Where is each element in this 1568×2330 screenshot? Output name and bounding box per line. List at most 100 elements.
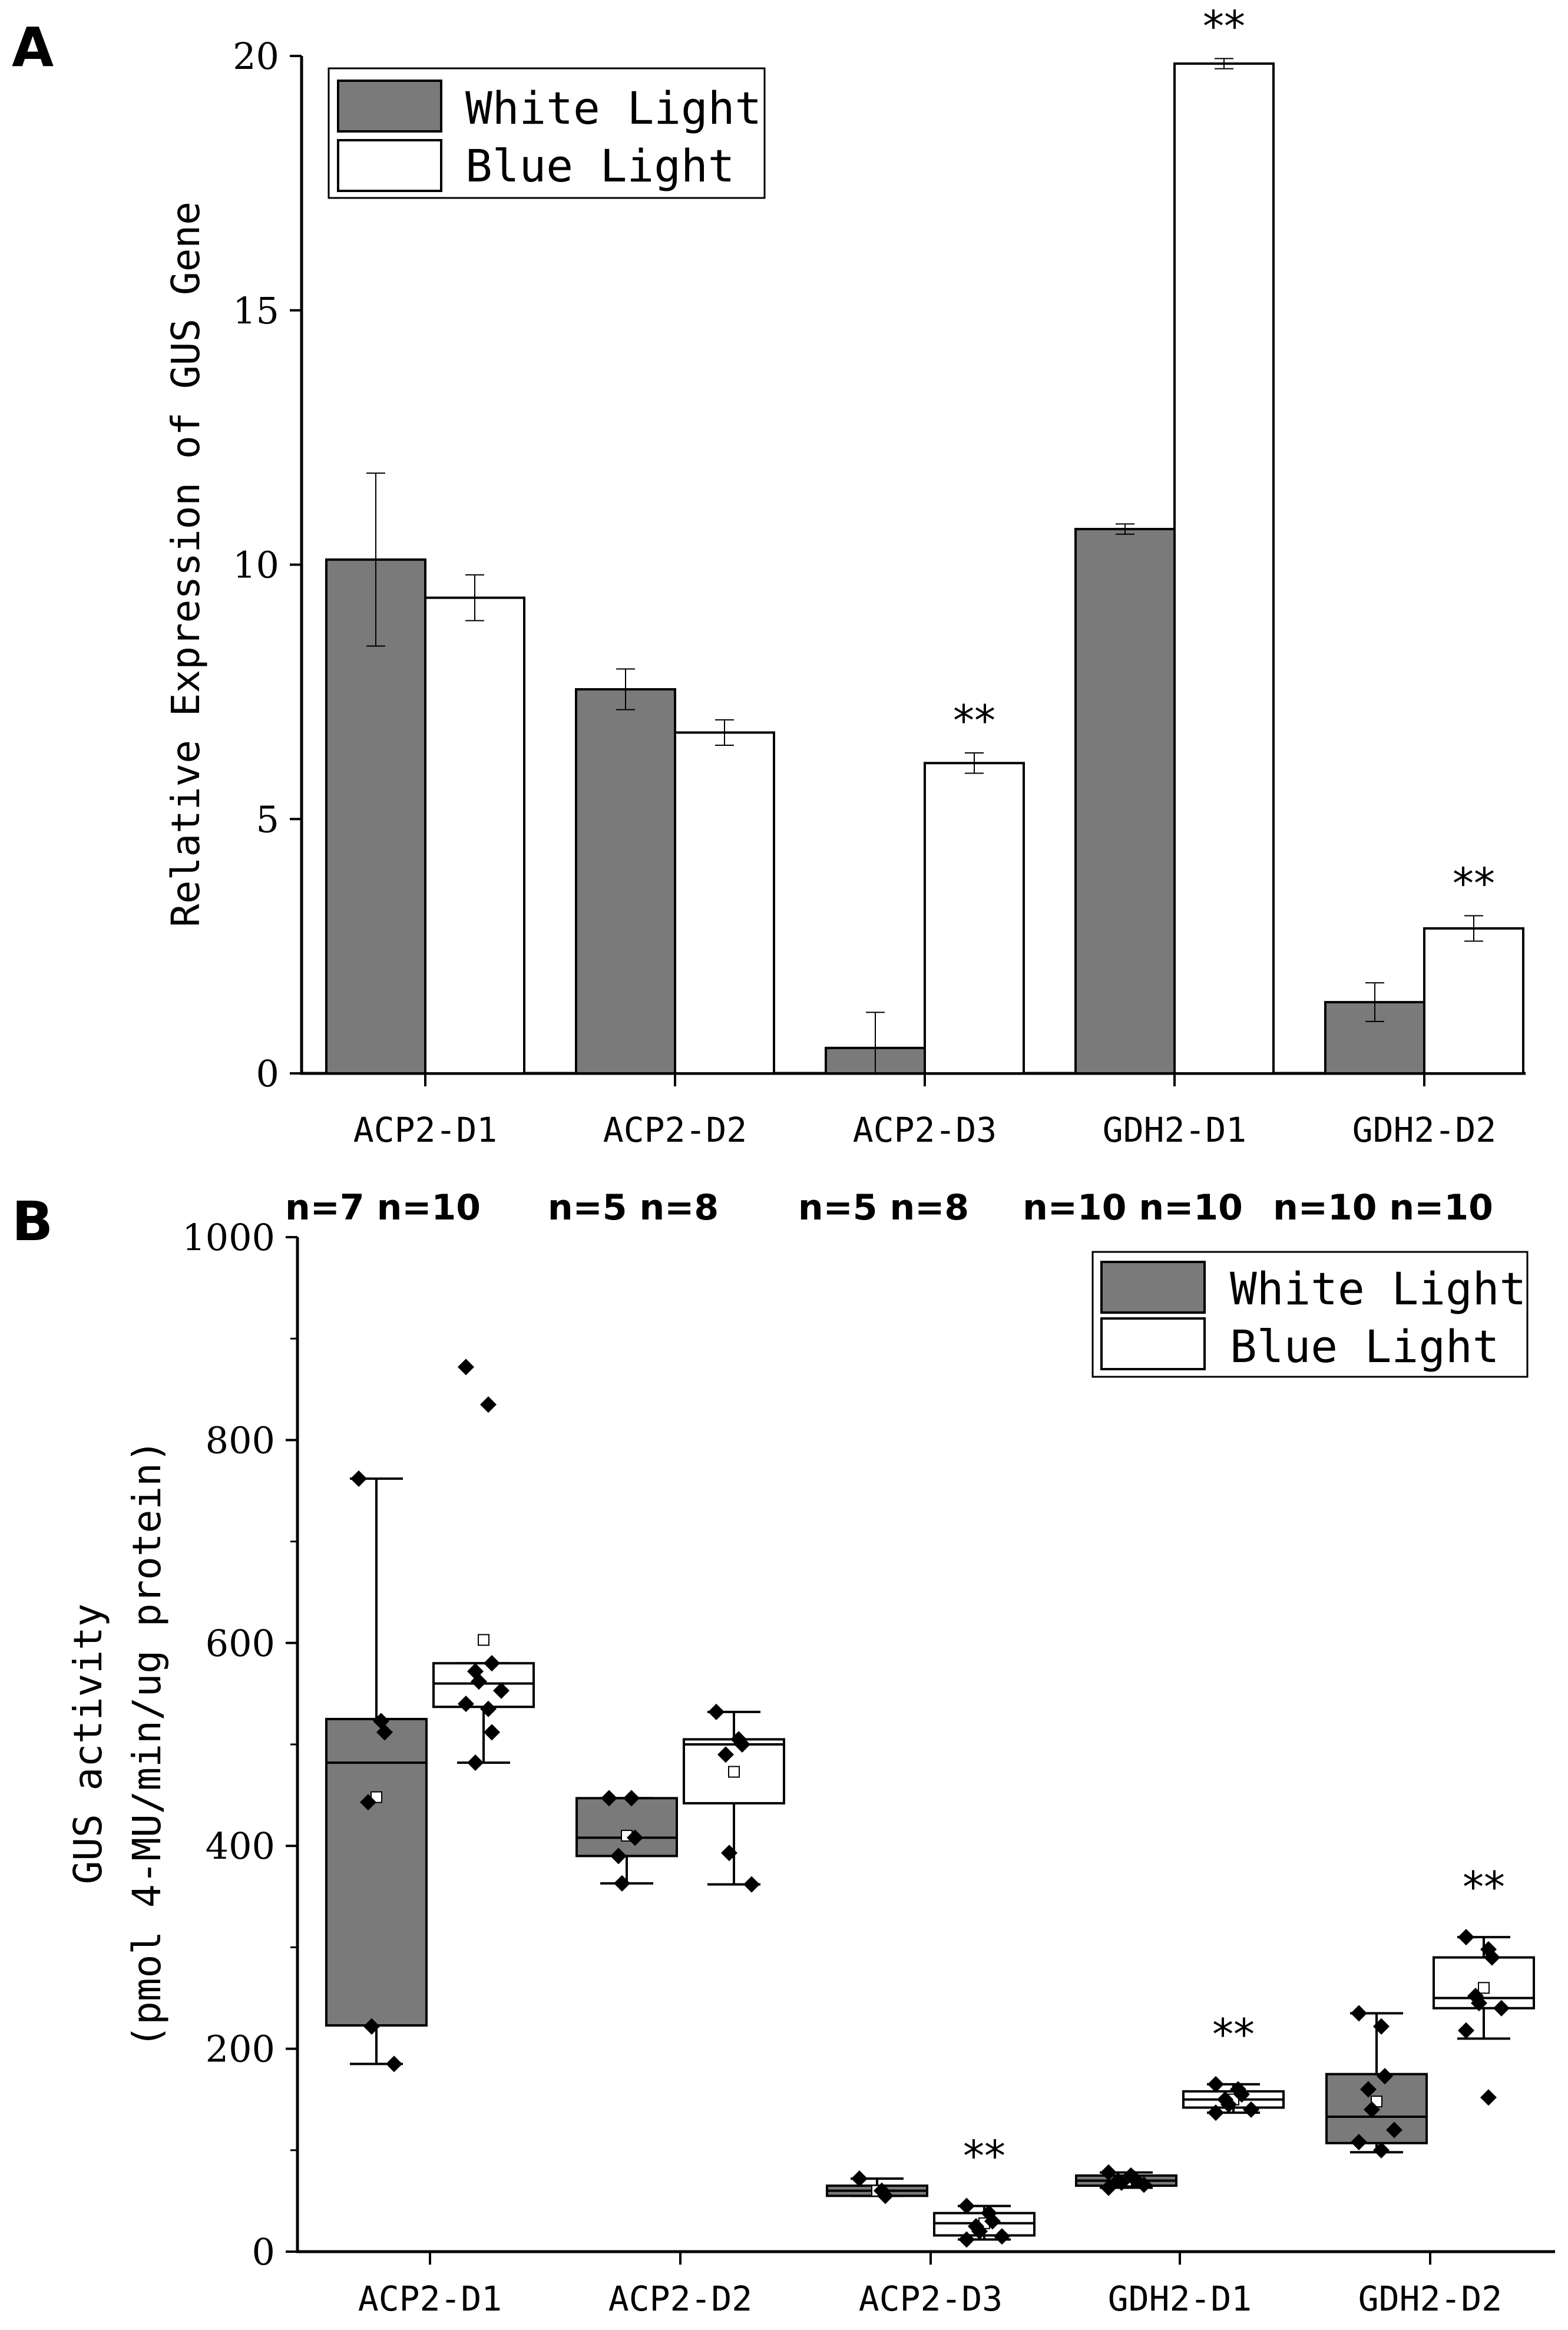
panel-b-legend-label-blue-light: Blue Light: [1230, 1320, 1500, 1373]
panel-a-significance-gdh2-d2: **: [1453, 858, 1495, 908]
bar-blue-light-gdh2-d1: [1173, 62, 1275, 1075]
panel-a-legend-label-white-light: White Light: [465, 82, 762, 134]
data-point-blue-light-acp2-d1: [480, 1700, 497, 1717]
data-point-white-light-acp2-d1: [360, 1794, 376, 1811]
panel-b-significance-gdh2-d1: **: [1212, 2010, 1255, 2059]
data-point-white-light-gdh2-d1: [1136, 2176, 1152, 2193]
panel-a-y-tick-label: 15: [233, 289, 279, 332]
panel-b: B n=7 n=10 n=5 n=8 n=5 n=8 n=10 n=10 n=10 n=…: [12, 1187, 1555, 2319]
panel-b-sample-sizes: n=7 n=10 n=5 n=8 n=5 n=8 n=10 n=10 n=10 n=10: [285, 1187, 1493, 1228]
panel-b-significance-acp2-d3: **: [963, 2131, 1005, 2181]
data-point-white-light-acp2-d1: [386, 2055, 402, 2073]
panel-b-sample-size-acp2-d3: n=5 n=8: [798, 1187, 969, 1228]
panel-b-y-tick-label: 400: [206, 1825, 275, 1868]
panel-a-y-tick-label: 10: [233, 544, 279, 587]
data-point-blue-light-acp2-d2: [743, 1876, 760, 1893]
box-white-light-acp2-d2: [575, 1797, 678, 1858]
panel-a-y-ticks: 0 5 10 15 20: [233, 35, 302, 1095]
data-point-blue-light-acp2-d1: [493, 1682, 510, 1699]
data-point-blue-light-gdh2-d2: [1493, 1999, 1510, 2017]
panel-b-letter: B: [12, 1190, 53, 1253]
panel-a-y-tick-label: 20: [233, 35, 279, 78]
panel-a-legend-swatch-white-light: [337, 80, 442, 133]
bar-blue-light-acp2-d2: [674, 731, 775, 1075]
data-point-blue-light-acp2-d2: [717, 1746, 734, 1763]
panel-a-y-tick-label: 5: [256, 798, 279, 841]
data-point-blue-light-gdh2-d2: [1458, 1929, 1474, 1946]
bar-white-light-acp2-d2: [575, 688, 676, 1075]
mean-marker-blue-light-acp2-d2: [728, 1766, 740, 1778]
data-point-blue-light-acp2-d3: [958, 2197, 975, 2215]
panel-a-x-tick-label-acp2-d2: ACP2-D2: [603, 1110, 747, 1150]
data-point-blue-light-acp2-d1: [458, 1359, 474, 1376]
panel-a-x-tick-label-gdh2-d1: GDH2-D1: [1103, 1110, 1246, 1150]
panel-b-legend: White Light Blue Light: [1091, 1251, 1529, 1378]
data-point-white-light-acp2-d1: [350, 1470, 367, 1487]
panel-b-y-axis-title: GUS activity (pmol 4-MU/min/ug protein): [65, 1439, 170, 2048]
data-point-blue-light-gdh2-d1: [1243, 2101, 1259, 2118]
data-point-blue-light-acp2-d1: [458, 1696, 474, 1713]
data-point-blue-light-gdh2-d2: [1458, 2022, 1474, 2039]
data-point-white-light-gdh2-d2: [1373, 2018, 1390, 2035]
data-point-white-light-gdh2-d2: [1351, 2134, 1367, 2151]
panel-a-letter: A: [12, 16, 54, 79]
panel-b-y-ticks: 0 200 400 600 800 1000: [182, 1216, 297, 2273]
panel-a-x-tick-label-gdh2-d2: GDH2-D2: [1352, 1110, 1496, 1150]
panel-b-y-tick-label: 200: [206, 2028, 275, 2071]
data-point-blue-light-acp2-d1: [484, 1724, 500, 1741]
panel-a-x-tick-label-acp2-d3: ACP2-D3: [853, 1110, 997, 1150]
panel-a-legend-swatch-blue-light: [337, 139, 442, 192]
data-point-blue-light-gdh2-d1: [1208, 2104, 1224, 2121]
panel-b-sample-size-acp2-d1: n=7 n=10: [285, 1187, 481, 1228]
data-point-white-light-acp2-d1: [363, 2018, 380, 2035]
data-point-blue-light-gdh2-d1: [1220, 2096, 1237, 2113]
panel-b-boxes: ** ** **: [325, 1359, 1535, 2248]
mean-marker-blue-light-acp2-d1: [478, 1634, 489, 1646]
data-point-blue-light-acp2-d3: [994, 2228, 1010, 2245]
data-point-blue-light-acp2-d1: [484, 1655, 500, 1672]
panel-b-y-tick-label: 600: [206, 1622, 275, 1665]
data-point-white-light-gdh2-d1: [1100, 2164, 1117, 2181]
data-point-white-light-acp2-d3: [851, 2170, 868, 2187]
panel-b-x-tick-label-acp2-d2: ACP2-D2: [608, 2279, 752, 2319]
data-point-white-light-gdh2-d1: [1113, 2174, 1130, 2191]
panel-b-legend-label-white-light: White Light: [1230, 1263, 1526, 1315]
data-point-white-light-gdh2-d2: [1373, 2141, 1390, 2159]
data-point-blue-light-acp2-d2: [708, 1703, 725, 1720]
panel-a-x-tick-label-acp2-d1: ACP2-D1: [353, 1110, 497, 1150]
panel-b-legend-swatch-blue-light: [1100, 1317, 1206, 1370]
data-point-blue-light-gdh2-d2: [1484, 1949, 1500, 1966]
data-point-white-light-gdh2-d2: [1386, 2121, 1402, 2139]
data-point-white-light-acp2-d2: [601, 1790, 617, 1807]
box-blue-light-acp2-d1: [432, 1662, 535, 1708]
data-point-white-light-acp2-d2: [614, 1875, 630, 1892]
data-point-blue-light-acp2-d1: [467, 1754, 484, 1771]
panel-b-x-tick-label-gdh2-d2: GDH2-D2: [1358, 2279, 1502, 2319]
data-point-blue-light-acp2-d3: [971, 2223, 988, 2240]
data-point-blue-light-acp2-d1: [471, 1673, 487, 1690]
panel-b-y-tick-label: 800: [206, 1419, 275, 1462]
mean-marker-blue-light-gdh2-d2: [1478, 1982, 1490, 1994]
panel-b-y-axis-title-line2: (pmol 4-MU/min/ug protein): [124, 1439, 170, 2048]
panel-a-significance-gdh2-d1: **: [1203, 1, 1245, 51]
panel-a-legend-label-blue-light: Blue Light: [465, 140, 735, 192]
data-point-blue-light-acp2-d3: [984, 2213, 1001, 2230]
data-point-blue-light-acp2-d2: [721, 1845, 737, 1862]
data-point-blue-light-acp2-d1: [480, 1396, 497, 1413]
data-point-white-light-acp2-d2: [627, 1829, 643, 1846]
data-point-white-light-gdh2-d2: [1377, 2068, 1393, 2085]
box-white-light-gdh2-d2: [1325, 2073, 1428, 2144]
panel-b-sample-size-gdh2-d1: n=10 n=10: [1023, 1187, 1243, 1228]
panel-b-legend-swatch-white-light: [1100, 1261, 1206, 1314]
panel-a-bars: ** ** **: [325, 1, 1524, 1075]
panel-b-x-tick-label-acp2-d3: ACP2-D3: [859, 2279, 1003, 2319]
panel-a-y-axis-title: Relative Expression of GUS Gene: [163, 201, 209, 927]
bar-white-light-gdh2-d1: [1074, 528, 1176, 1075]
data-point-white-light-acp2-d2: [623, 1790, 640, 1807]
data-point-white-light-gdh2-d2: [1351, 2005, 1367, 2022]
data-point-blue-light-gdh2-d2: [1480, 2089, 1497, 2106]
panel-a: A 0 5 10 15 20 ACP2-D1 ACP2-D2 ACP2-D3 GDH2-D1 G…: [12, 1, 1526, 1150]
panel-a-y-tick-label: 0: [256, 1052, 279, 1095]
bar-blue-light-acp2-d3: [924, 762, 1025, 1075]
